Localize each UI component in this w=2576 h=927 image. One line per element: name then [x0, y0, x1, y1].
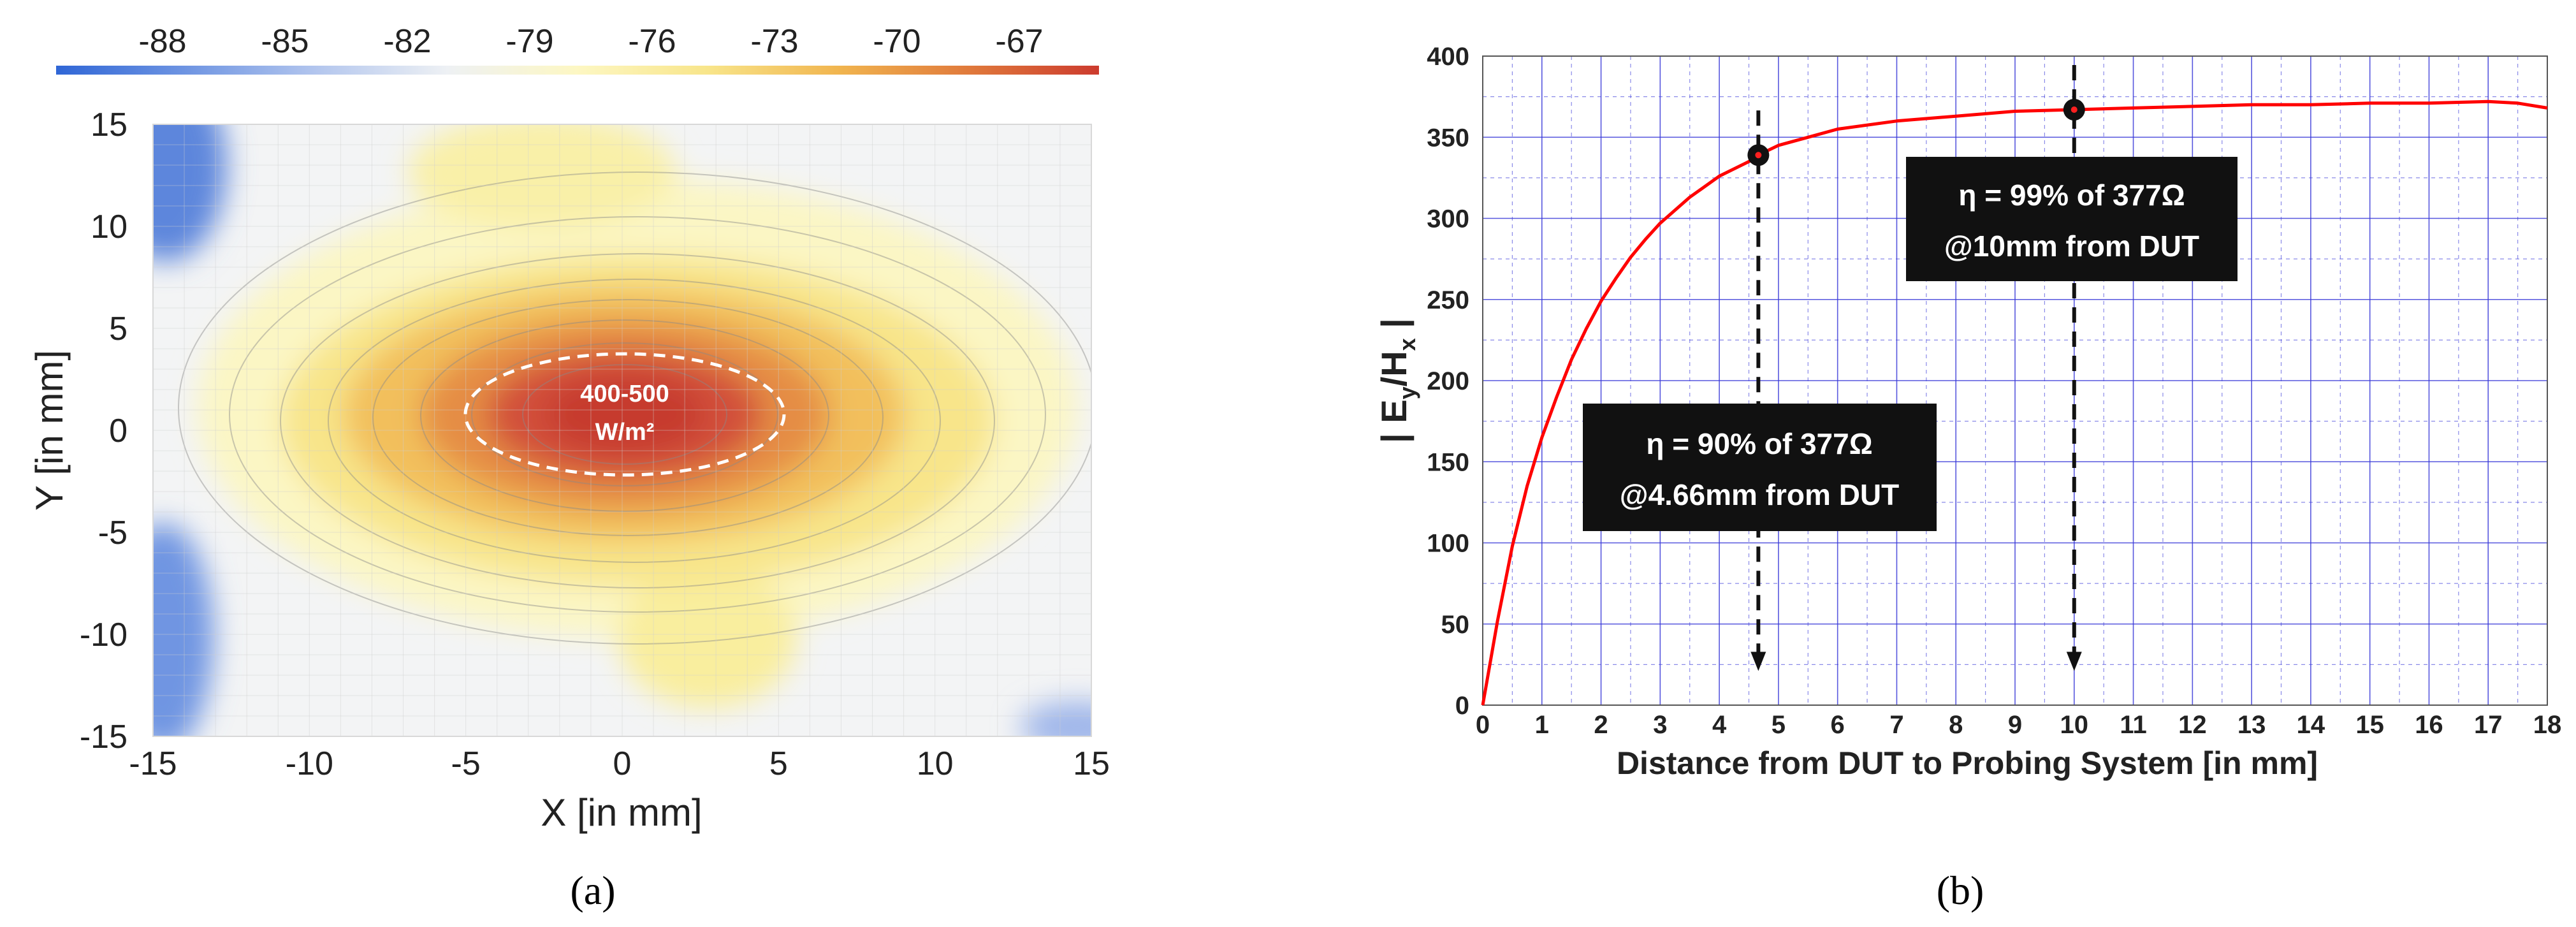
line-x-tick-2: 2 [1594, 711, 1608, 739]
cold-region-bottom-left [153, 523, 214, 736]
annotation-box-90: η = 90% of 377Ω @4.66mm from DUT [1583, 404, 1937, 531]
line-y-tick-4: 200 [1427, 367, 1469, 395]
line-x-tick-11: 11 [2120, 711, 2146, 739]
heatmap-grid [153, 124, 1091, 736]
line-x-tick-16: 16 [2415, 711, 2443, 739]
line-x-tick-13: 13 [2238, 711, 2266, 739]
contour-lines [178, 172, 1091, 645]
line-y-tick-0: 0 [1455, 692, 1469, 720]
heatmap-y-axis-label: Y [in mm] [28, 350, 71, 511]
heatmap-x-tick-3: 0 [613, 745, 632, 782]
line-y-tick-3: 150 [1427, 448, 1469, 476]
heatmap-y-tick-6: -15 [80, 719, 127, 755]
line-y-tick-1: 50 [1441, 611, 1470, 639]
colorbar-tick-1: -85 [261, 23, 309, 60]
line-x-tick-3: 3 [1653, 711, 1667, 739]
heatmap-y-tick-labels: 15 10 5 0 -5 -10 -15 [80, 106, 127, 755]
cold-region-bottom-right [1020, 701, 1091, 736]
y-label-part-end: | [1374, 318, 1415, 338]
heatmap-x-tick-6: 15 [1073, 745, 1110, 782]
heatmap-y-tick-3: 0 [109, 412, 127, 449]
hotspot-label-range: 400-500 [580, 381, 669, 407]
heatmap-y-tick-2: 5 [109, 310, 127, 347]
line-x-tick-4: 4 [1712, 711, 1727, 739]
line-x-tick-14: 14 [2297, 711, 2325, 739]
line-x-tick-6: 6 [1831, 711, 1845, 739]
line-x-tick-0: 0 [1476, 711, 1490, 739]
line-x-tick-12: 12 [2178, 711, 2207, 739]
hotspot-dashed-ellipse [463, 352, 786, 477]
annotation-box-90-bg [1583, 404, 1937, 531]
panel-a-label: (a) [570, 868, 615, 913]
colorbar-tick-6: -70 [873, 23, 921, 60]
y-label-part-main: | E [1374, 399, 1415, 443]
colorbar-strip [56, 66, 1099, 75]
heatmap-x-axis-label: X [in mm] [541, 791, 702, 834]
heatmap-field [153, 124, 1091, 736]
colorbar: -88 -85 -82 -79 -76 -73 -70 -67 [56, 23, 1099, 75]
line-y-tick-6: 300 [1427, 205, 1469, 233]
heatmap-panel: -88 -85 -82 -79 -76 -73 -70 -67 [28, 23, 1110, 913]
line-x-tick-8: 8 [1949, 711, 1963, 739]
annotation-box-99: η = 99% of 377Ω @10mm from DUT [1906, 157, 2238, 281]
colorbar-tick-2: -82 [383, 23, 431, 60]
line-chart-x-axis-label: Distance from DUT to Probing System [in … [1617, 745, 2318, 781]
colorbar-tick-5: -73 [750, 23, 798, 60]
y-label-part-sub2: x [1394, 338, 1420, 351]
region-light-yellow-bottom [618, 567, 797, 708]
heatmap-x-tick-labels: -15 -10 -5 0 5 10 15 [129, 745, 1110, 782]
annotation-box-90-line2: @4.66mm from DUT [1620, 478, 1900, 511]
line-chart-y-tick-labels: 0 50 100 150 200 250 300 350 400 [1427, 43, 1469, 720]
heatmap-x-tick-5: 10 [917, 745, 954, 782]
line-chart-panel: 0 1 2 3 4 5 6 7 8 9 10 11 12 13 14 15 16 17 18 05010015020… [1374, 43, 2561, 913]
heatmap-y-tick-1: 10 [91, 208, 127, 245]
y-label-part-mid: /H [1374, 351, 1414, 386]
line-x-tick-9: 9 [2008, 711, 2022, 739]
colorbar-tick-0: -88 [138, 23, 186, 60]
annotation-box-99-line1: η = 99% of 377Ω [1958, 179, 2185, 212]
annotation-box-90-line1: η = 90% of 377Ω [1646, 427, 1872, 460]
line-x-tick-17: 17 [2474, 711, 2503, 739]
annotation-box-99-line2: @10mm from DUT [1944, 230, 2199, 263]
line-y-tick-8: 400 [1427, 43, 1469, 71]
colorbar-tick-labels: -88 -85 -82 -79 -76 -73 -70 -67 [138, 23, 1043, 60]
hotspot-label-unit: W/m² [595, 419, 655, 446]
line-y-tick-2: 100 [1427, 530, 1469, 558]
colorbar-tick-3: -79 [506, 23, 553, 60]
line-x-tick-10: 10 [2060, 711, 2089, 739]
marker-point-center-1 [2070, 106, 2078, 113]
heatmap-x-tick-0: -15 [129, 745, 177, 782]
line-chart-y-axis-label: | Ey/Hx | [1374, 318, 1420, 443]
line-x-tick-15: 15 [2355, 711, 2384, 739]
line-x-tick-5: 5 [1772, 711, 1786, 739]
region-core [545, 376, 704, 453]
panel-b-label: (b) [1937, 868, 1984, 913]
line-x-tick-7: 7 [1889, 711, 1903, 739]
line-x-tick-1: 1 [1535, 711, 1549, 739]
line-chart-x-tick-labels: 0 1 2 3 4 5 6 7 8 9 10 11 12 13 14 15 16 17 18 [1476, 711, 2561, 739]
heatmap-y-tick-5: -10 [80, 617, 127, 653]
y-label-part-sub1: y [1394, 386, 1420, 399]
heatmap-y-tick-4: -5 [98, 515, 127, 551]
heatmap-frame [152, 124, 1092, 737]
line-y-tick-7: 350 [1427, 124, 1469, 152]
colorbar-tick-7: -67 [995, 23, 1043, 60]
heatmap-x-tick-1: -10 [286, 745, 333, 782]
colorbar-tick-4: -76 [628, 23, 676, 60]
line-chart-frame [1482, 55, 2548, 706]
heatmap-x-tick-2: -5 [451, 745, 481, 782]
dashed-arrow-head-0 [1750, 652, 1766, 671]
dashed-arrow-head-1 [2066, 652, 2082, 671]
line-y-tick-5: 250 [1427, 286, 1469, 314]
heatmap-x-tick-4: 5 [769, 745, 788, 782]
region-light-yellow-top [408, 124, 676, 230]
heatmap-y-tick-0: 15 [91, 106, 127, 143]
line-x-tick-18: 18 [2533, 711, 2562, 739]
line-chart-markers [1747, 98, 2085, 166]
marker-point-center-0 [1755, 152, 1762, 159]
annotation-box-99-bg [1906, 157, 2238, 281]
cold-region-top-left [153, 124, 226, 261]
